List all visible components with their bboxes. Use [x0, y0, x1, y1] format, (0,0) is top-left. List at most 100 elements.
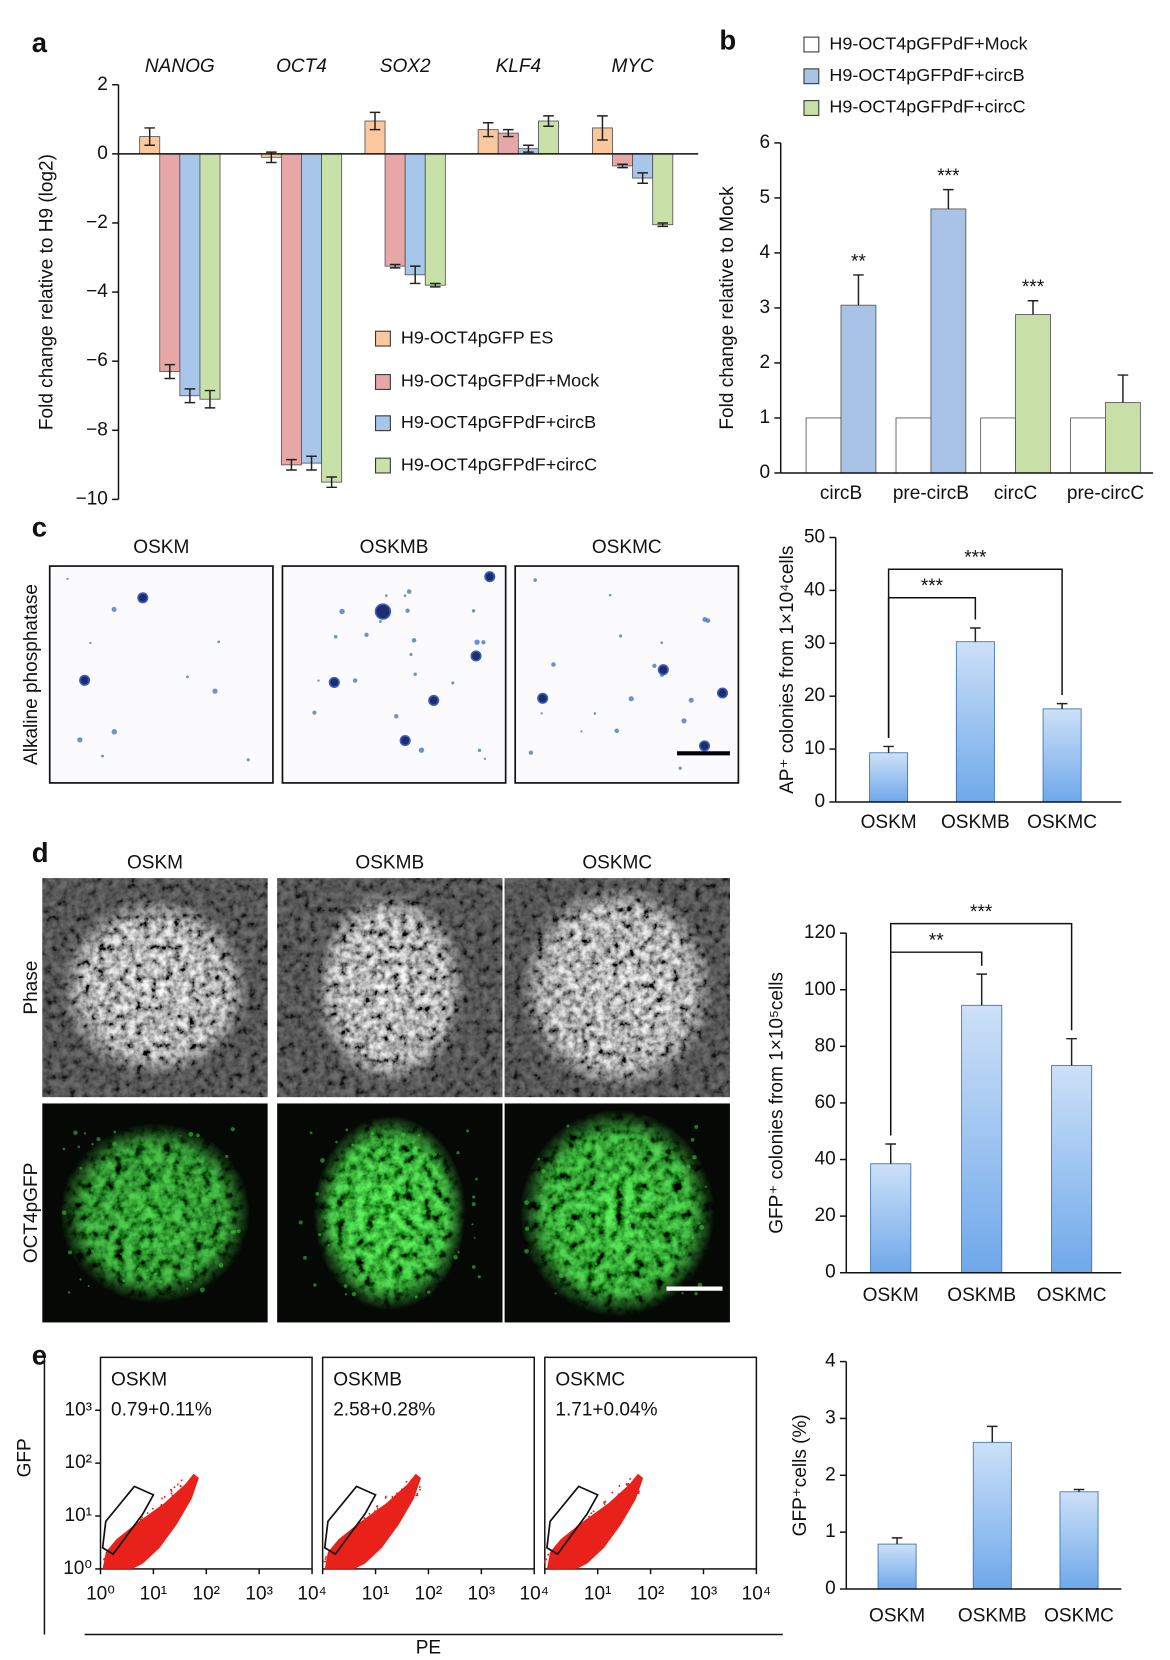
flow-events — [102, 1473, 199, 1569]
gfp-speck — [373, 1268, 376, 1271]
flow-event — [369, 1525, 372, 1528]
gfp-speck — [315, 1191, 320, 1196]
flow-event — [160, 1522, 163, 1525]
flow-event — [611, 1502, 614, 1505]
flow-event — [147, 1516, 150, 1519]
gfp-colony — [519, 1109, 715, 1317]
gfp-speck — [366, 1167, 369, 1171]
row-label: Phase — [21, 961, 42, 1015]
flow-event — [590, 1517, 593, 1520]
gfp-speck — [593, 1208, 598, 1213]
flow-event — [608, 1503, 611, 1506]
flow-event — [136, 1530, 138, 1533]
flow-event — [394, 1516, 396, 1519]
gfp-speck — [317, 1233, 322, 1237]
y-tick-label: 0 — [760, 462, 771, 483]
flow-event — [545, 1558, 548, 1561]
flow-event — [163, 1495, 166, 1498]
flow-event — [392, 1513, 395, 1516]
legend-swatch — [803, 68, 820, 85]
flow-event — [618, 1499, 621, 1502]
error-bar — [369, 111, 381, 131]
colony-dot — [339, 608, 345, 615]
flow-event — [552, 1553, 555, 1556]
gfp-speck — [684, 1184, 690, 1190]
y-tick-label: −8 — [86, 419, 108, 440]
error-bar — [986, 1425, 998, 1443]
flow-event — [182, 1487, 184, 1489]
flow-event — [179, 1488, 182, 1491]
error-bar — [637, 172, 648, 184]
colony-dot — [385, 594, 388, 597]
flow-event — [355, 1533, 358, 1536]
flow-event — [339, 1554, 342, 1557]
gfp-speck — [91, 1249, 95, 1253]
gfp-speck — [193, 1268, 197, 1271]
flow-event — [562, 1549, 565, 1552]
flow-event — [113, 1555, 116, 1558]
flow-percent: 2.58+0.28% — [333, 1399, 435, 1420]
gfp-speck — [472, 1195, 476, 1199]
flow-event — [171, 1514, 174, 1517]
error-bar — [1066, 1037, 1077, 1066]
gfp-speck — [704, 1185, 707, 1188]
flow-event — [169, 1517, 172, 1520]
gfp-speck — [179, 1135, 182, 1137]
flow-event — [140, 1539, 143, 1542]
flow-event — [571, 1535, 574, 1538]
gfp-speck — [525, 1226, 530, 1231]
flow-event — [575, 1530, 578, 1533]
x-tick-label: 10⁴ — [520, 1583, 549, 1604]
legend-label: H9-OCT4pGFPdF+circC — [829, 97, 1025, 117]
gfp-speck — [630, 1134, 635, 1139]
gfp-speck — [385, 1165, 388, 1169]
flow-event — [135, 1534, 138, 1537]
column-label: OSKMC — [582, 852, 652, 873]
flow-event — [578, 1544, 581, 1547]
flow-event — [169, 1510, 172, 1513]
error-bar — [943, 188, 954, 209]
error-bar — [409, 265, 421, 285]
gfp-speck — [577, 1170, 580, 1173]
gfp-speck — [189, 1281, 192, 1284]
flow-event — [154, 1514, 157, 1517]
colony-dot — [77, 737, 83, 743]
flow-event — [410, 1496, 413, 1499]
flow-event — [330, 1566, 333, 1569]
flow-event — [150, 1535, 153, 1538]
flow-event — [152, 1514, 155, 1517]
y-tick-label: 2 — [97, 74, 108, 95]
panel-label: d — [32, 837, 49, 868]
gfp-speck — [298, 1220, 303, 1225]
colony-dot — [378, 620, 382, 623]
flow-event — [342, 1538, 345, 1541]
flow-event — [108, 1566, 110, 1569]
flow-event — [170, 1490, 173, 1493]
flow-event — [169, 1513, 172, 1515]
gfp-speck — [91, 1142, 94, 1146]
flow-event — [360, 1529, 363, 1532]
flow-event — [618, 1495, 621, 1498]
flow-event — [604, 1516, 607, 1519]
flow-sample-name: OSKMC — [555, 1370, 625, 1391]
colony — [470, 650, 482, 662]
gfp-speck — [375, 1233, 380, 1238]
flow-event-cloud — [324, 1473, 422, 1569]
x-tick-label: 10³ — [245, 1583, 273, 1604]
gfp-speck — [194, 1178, 198, 1182]
gfp-speck — [208, 1192, 212, 1196]
flow-event — [552, 1566, 555, 1569]
gfp-speck — [477, 1275, 481, 1279]
error-bar — [503, 128, 514, 138]
row-label: Alkaline phosphatase — [21, 584, 42, 765]
flow-event — [118, 1566, 120, 1569]
flow-event — [574, 1551, 577, 1554]
error-bar — [1073, 1488, 1085, 1492]
flow-event — [624, 1492, 627, 1495]
flow-event — [137, 1532, 139, 1534]
flow-event — [418, 1486, 421, 1488]
flow-event — [185, 1488, 188, 1491]
gfp-speck — [105, 1246, 108, 1249]
y-axis-label: GFP⁺cells (%) — [790, 1414, 811, 1536]
